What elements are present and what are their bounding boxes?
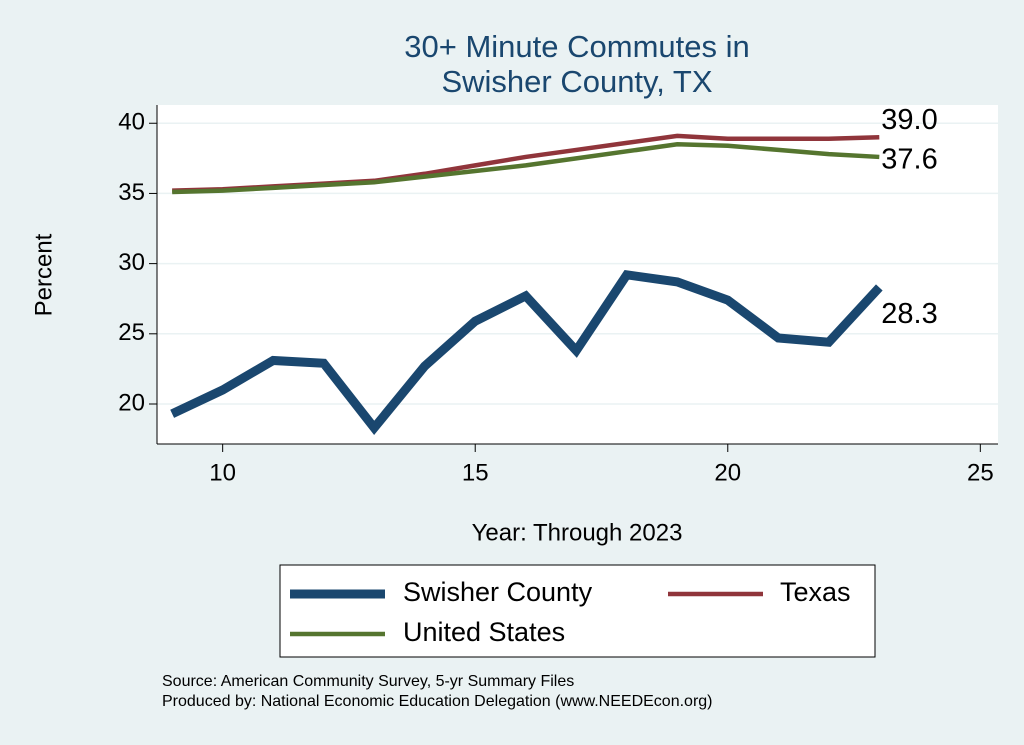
y-tick-label: 30 — [118, 249, 145, 276]
legend-label: United States — [403, 617, 565, 647]
legend-label: Swisher County — [403, 577, 593, 607]
x-tick-label: 15 — [462, 459, 489, 486]
y-tick-label: 20 — [118, 389, 145, 416]
legend — [279, 564, 876, 658]
value-label: 39.0 — [881, 104, 937, 136]
y-axis-title: Percent — [30, 233, 57, 316]
series-line — [172, 142, 880, 195]
value-label: 28.3 — [881, 298, 937, 330]
x-tick-label: 20 — [714, 459, 741, 486]
legend-label: Texas — [780, 577, 851, 607]
chart-title: 30+ Minute Commutes in — [404, 29, 749, 64]
source-note: Produced by: National Economic Education… — [162, 693, 713, 710]
y-tick-label: 35 — [118, 179, 145, 206]
x-axis-title: Year: Through 2023 — [472, 519, 683, 546]
y-tick-label: 40 — [118, 109, 145, 136]
x-tick-label: 25 — [967, 459, 994, 486]
plot-area — [157, 105, 998, 444]
value-label: 37.6 — [881, 144, 937, 176]
x-tick-label: 10 — [209, 459, 236, 486]
y-tick-label: 25 — [118, 319, 145, 346]
series-line — [170, 270, 883, 436]
chart-title: Swisher County, TX — [441, 64, 712, 99]
source-note: Source: American Community Survey, 5-yr … — [162, 673, 574, 690]
